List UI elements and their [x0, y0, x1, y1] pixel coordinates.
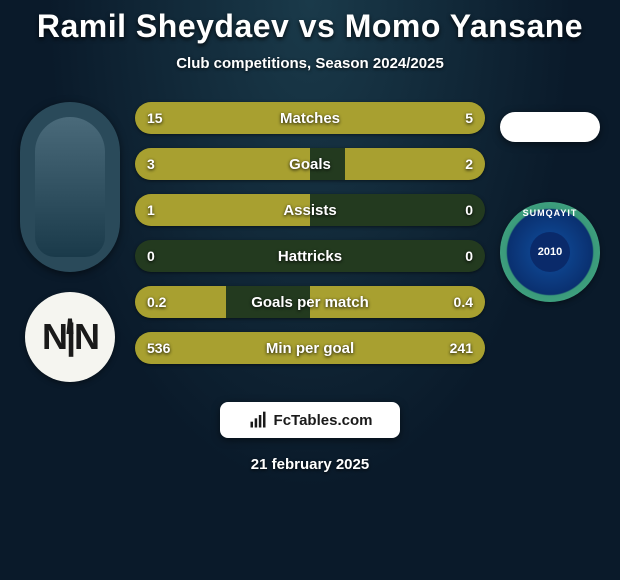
stat-row: 00Hattricks — [135, 240, 485, 272]
stat-label: Assists — [135, 194, 485, 226]
player-left-photo — [20, 102, 120, 272]
brand-text: FcTables.com — [274, 412, 373, 429]
stat-label: Goals per match — [135, 286, 485, 318]
club-right-logo: SUMQAYIT 2010 — [500, 202, 600, 302]
stats-bars: 155Matches 32Goals 10Assists 00Hattricks 0.2… — [135, 102, 485, 364]
subtitle: Club competitions, Season 2024/2025 — [0, 55, 620, 72]
left-column: N|N — [15, 102, 125, 382]
stat-row: 32Goals — [135, 148, 485, 180]
brand-badge: FcTables.com — [220, 402, 400, 438]
club-right-logo-top: SUMQAYIT — [500, 208, 600, 218]
right-column: SUMQAYIT 2010 — [495, 102, 605, 302]
stat-label: Matches — [135, 102, 485, 134]
club-right-logo-center: 2010 — [530, 232, 570, 272]
chart-icon — [248, 410, 268, 430]
stat-row: 0.20.4Goals per match — [135, 286, 485, 318]
player-right-photo — [500, 112, 600, 142]
stat-label: Hattricks — [135, 240, 485, 272]
stat-label: Min per goal — [135, 332, 485, 364]
stat-label: Goals — [135, 148, 485, 180]
stat-row: 536241Min per goal — [135, 332, 485, 364]
club-left-logo: N|N — [25, 292, 115, 382]
stat-row: 155Matches — [135, 102, 485, 134]
main-area: N|N 155Matches 32Goals 10Assists 00Hattrick… — [0, 102, 620, 382]
club-left-logo-text: N|N — [42, 316, 98, 358]
footer-date: 21 february 2025 — [0, 456, 620, 473]
stat-row: 10Assists — [135, 194, 485, 226]
page-title: Ramil Sheydaev vs Momo Yansane — [0, 8, 620, 45]
